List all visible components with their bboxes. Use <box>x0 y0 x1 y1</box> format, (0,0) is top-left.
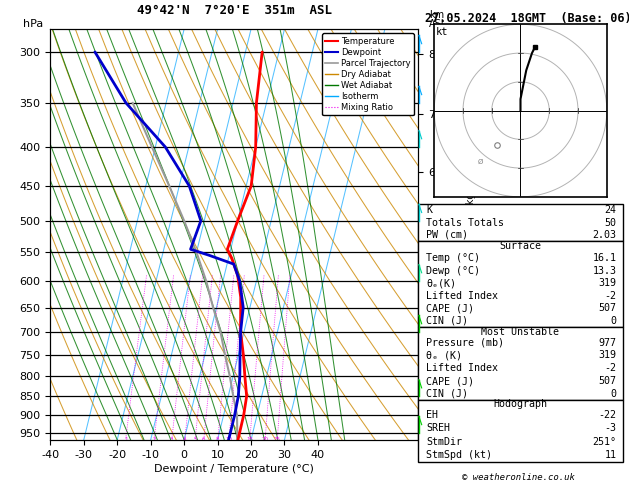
Text: 3: 3 <box>170 437 174 442</box>
Text: 319: 319 <box>599 278 616 288</box>
Text: Dewp (°C): Dewp (°C) <box>426 266 481 276</box>
Text: kt: kt <box>436 27 448 37</box>
Text: Most Unstable: Most Unstable <box>481 327 560 336</box>
Text: 50: 50 <box>604 218 616 227</box>
Text: 0: 0 <box>611 389 616 399</box>
Text: 8: 8 <box>216 437 220 442</box>
Text: 319: 319 <box>599 350 616 361</box>
Text: SREH: SREH <box>426 423 450 433</box>
Text: Hodograph: Hodograph <box>494 399 547 409</box>
Text: 1: 1 <box>124 437 127 442</box>
Text: Ø: Ø <box>477 159 483 165</box>
Text: CAPE (J): CAPE (J) <box>426 376 474 386</box>
Text: 20: 20 <box>262 437 269 442</box>
X-axis label: Dewpoint / Temperature (°C): Dewpoint / Temperature (°C) <box>154 464 314 474</box>
Text: EH: EH <box>426 410 438 420</box>
Text: 49°42'N  7°20'E  351m  ASL: 49°42'N 7°20'E 351m ASL <box>136 4 332 17</box>
Text: -3: -3 <box>604 423 616 433</box>
Bar <box>418 241 623 327</box>
Text: Totals Totals: Totals Totals <box>426 218 504 227</box>
Text: CIN (J): CIN (J) <box>426 315 469 326</box>
Text: StmSpd (kt): StmSpd (kt) <box>426 450 493 460</box>
Text: 25: 25 <box>274 437 281 442</box>
Text: K: K <box>426 205 433 215</box>
Text: -2: -2 <box>604 364 616 373</box>
Bar <box>418 204 623 241</box>
Text: 251°: 251° <box>593 436 616 447</box>
Legend: Temperature, Dewpoint, Parcel Trajectory, Dry Adiabat, Wet Adiabat, Isotherm, Mi: Temperature, Dewpoint, Parcel Trajectory… <box>322 34 414 116</box>
Text: Pressure (mb): Pressure (mb) <box>426 338 504 347</box>
Text: 13.3: 13.3 <box>593 266 616 276</box>
Text: Lifted Index: Lifted Index <box>426 291 498 301</box>
Text: 5: 5 <box>193 437 197 442</box>
Text: Surface: Surface <box>499 242 542 251</box>
Text: 11: 11 <box>604 450 616 460</box>
Text: hPa: hPa <box>23 19 43 29</box>
Text: Mixing Ratio (g/kg): Mixing Ratio (g/kg) <box>466 189 476 280</box>
Text: PW (cm): PW (cm) <box>426 230 469 240</box>
Text: CAPE (J): CAPE (J) <box>426 303 474 313</box>
Text: 6: 6 <box>202 437 206 442</box>
Text: © weatheronline.co.uk: © weatheronline.co.uk <box>462 473 576 482</box>
Text: km
ASL: km ASL <box>430 10 448 29</box>
Text: 0: 0 <box>611 315 616 326</box>
Text: LCL: LCL <box>430 432 447 442</box>
Text: -2: -2 <box>604 291 616 301</box>
Bar <box>418 327 623 400</box>
Text: 16.1: 16.1 <box>593 253 616 263</box>
Text: -22: -22 <box>599 410 616 420</box>
Text: 27.05.2024  18GMT  (Base: 06): 27.05.2024 18GMT (Base: 06) <box>425 12 629 25</box>
Text: θₑ (K): θₑ (K) <box>426 350 462 361</box>
Text: 15: 15 <box>247 437 253 442</box>
Text: Temp (°C): Temp (°C) <box>426 253 481 263</box>
Text: CIN (J): CIN (J) <box>426 389 469 399</box>
Text: 2.03: 2.03 <box>593 230 616 240</box>
Text: Lifted Index: Lifted Index <box>426 364 498 373</box>
Text: 2: 2 <box>152 437 156 442</box>
Text: 24: 24 <box>604 205 616 215</box>
Text: 507: 507 <box>599 303 616 313</box>
Text: 10: 10 <box>225 437 232 442</box>
Text: θₑ(K): θₑ(K) <box>426 278 457 288</box>
Text: StmDir: StmDir <box>426 436 462 447</box>
Text: 507: 507 <box>599 376 616 386</box>
Text: 977: 977 <box>599 338 616 347</box>
Bar <box>418 400 623 462</box>
Text: 4: 4 <box>183 437 187 442</box>
